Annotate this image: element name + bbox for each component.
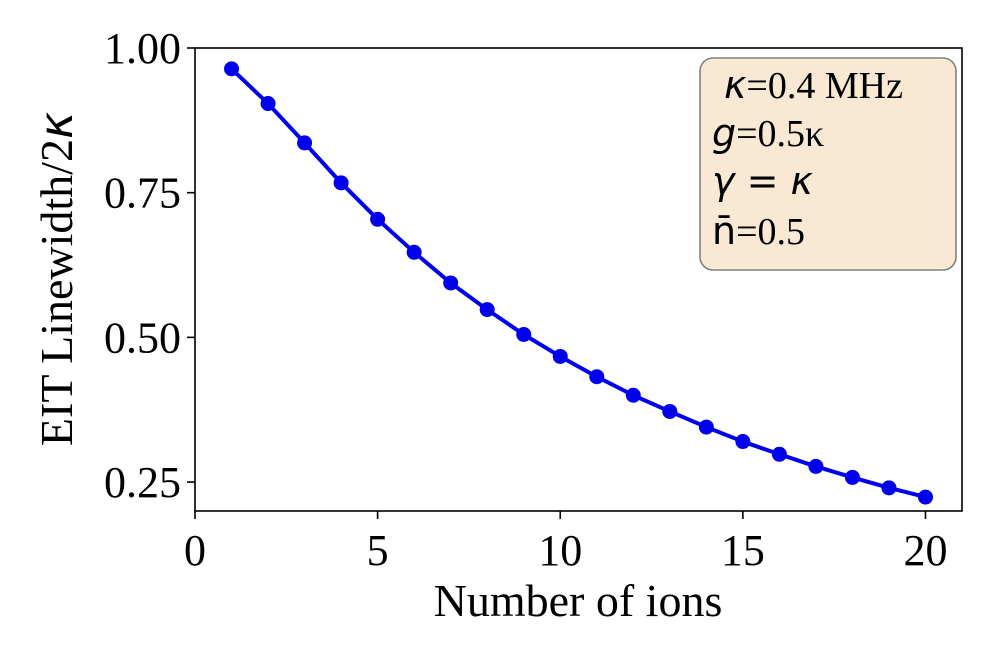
data-point — [771, 446, 787, 462]
y-axis-title-symbol: κ — [29, 112, 83, 139]
x-tick-label: 10 — [538, 526, 582, 575]
data-point — [224, 61, 240, 77]
y-tick-label: 1.00 — [104, 24, 181, 73]
data-point — [516, 326, 532, 342]
nbar-symbol: n̄ — [712, 209, 736, 253]
plot-frame — [194, 47, 963, 512]
y-axis-title: EIT Linewidth/2κ — [29, 112, 83, 446]
x-axis-title: Number of ions — [434, 575, 723, 626]
data-point — [297, 135, 313, 151]
data-point — [625, 387, 641, 403]
x-tick-label: 0 — [184, 526, 206, 575]
x-tick-label: 20 — [903, 526, 947, 575]
nbar-value: =0.5 — [736, 211, 805, 253]
gamma-equals-kappa: γ = κ — [712, 159, 813, 203]
data-point — [735, 434, 751, 450]
y-axis: 0.25 0.50 0.75 1.00 — [104, 24, 195, 507]
x-tick-label: 15 — [721, 526, 765, 575]
x-axis: 0 5 10 15 20 — [184, 511, 947, 575]
y-axis-title-main: EIT Linewidth/2 — [31, 139, 82, 446]
data-point — [333, 175, 349, 191]
y-tick-label: 0.25 — [104, 458, 181, 507]
annotation-line-kappa: κ=0.4 MHz — [724, 63, 903, 107]
parameter-annotation: κ=0.4 MHz g=0.5κ γ = κ n̄=0.5 — [699, 57, 957, 271]
g-symbol: g — [712, 111, 736, 155]
data-point — [844, 469, 860, 485]
annotation-box — [699, 57, 957, 271]
g-value: =0.5κ — [736, 113, 824, 155]
annotation-line-gamma: γ = κ — [712, 159, 813, 203]
annotation-line-nbar: n̄=0.5 — [712, 209, 805, 253]
data-point — [406, 244, 422, 260]
data-point — [662, 403, 678, 419]
y-tick-label: 0.75 — [104, 169, 181, 218]
data-point — [260, 96, 276, 112]
data-point — [917, 489, 933, 505]
data-point — [479, 302, 495, 318]
data-point — [443, 275, 459, 291]
data-point — [698, 419, 714, 435]
data-point — [589, 369, 605, 385]
data-point — [552, 348, 568, 364]
data-point — [881, 480, 897, 496]
data-point — [370, 211, 386, 227]
x-tick-label: 5 — [367, 526, 389, 575]
y-tick-label: 0.50 — [104, 313, 181, 362]
annotation-line-g: g=0.5κ — [712, 111, 824, 155]
kappa-symbol: κ — [724, 63, 747, 107]
kappa-value: =0.4 MHz — [746, 65, 903, 107]
data-point — [808, 458, 824, 474]
series-group — [224, 61, 933, 505]
